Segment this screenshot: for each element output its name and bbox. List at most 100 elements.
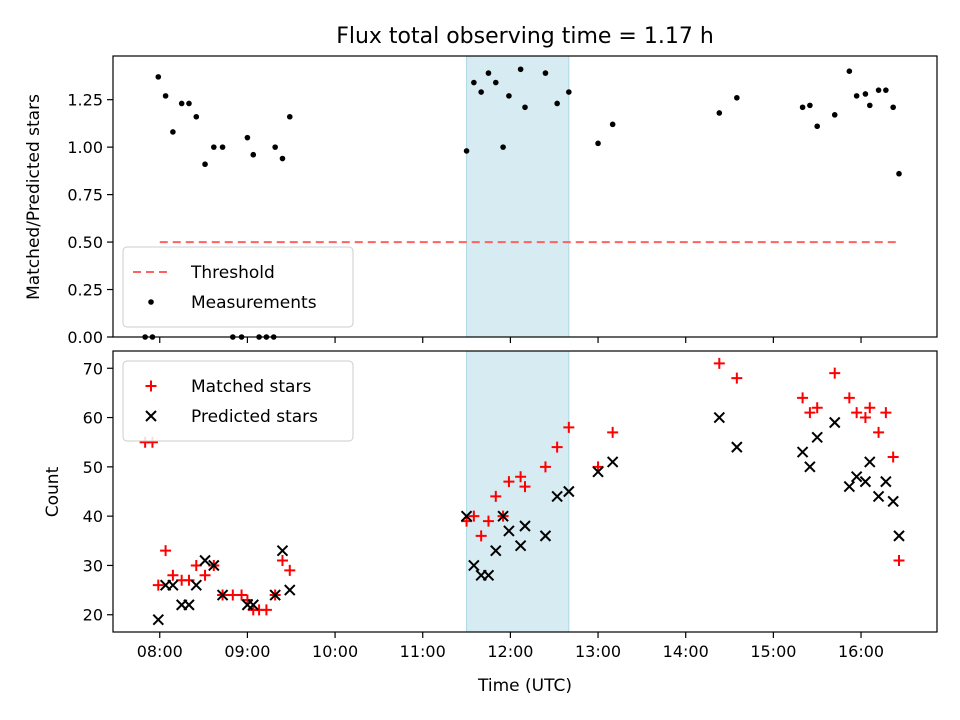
measurement-point [286,113,293,120]
top-panel: 0.00 0.25 0.50 0.75 1.00 1.25 Threshold Measure… [67,55,938,347]
axes-frame [112,350,938,633]
measurement-point [193,113,200,120]
predicted-star-point [199,554,211,567]
x-tick-label: 15:00 [750,642,796,661]
y-tick-label: 1.00 [67,138,103,157]
predicted-star-point [497,510,509,522]
matched-star-point [563,421,575,433]
matched-star-point [811,402,823,414]
y-tick-label: 20 [83,606,103,625]
matched-star-point [183,574,195,586]
observing-window-span [466,55,570,338]
measurement-point [244,134,251,141]
matched-star-point [160,545,172,557]
legend-label: Measurements [191,293,317,313]
y-tick-label: 0.25 [67,281,103,300]
predicted-star-point [551,490,563,503]
y-tick-label: 60 [83,409,103,428]
measurement-point [211,144,217,150]
measurement-point [478,89,484,95]
matched-star-point [199,569,211,581]
matched-star-point [152,579,164,591]
bottom-panel: 20 30 40 50 60 70 08:00 09:00 10:00 11:00 12:00 13:… [83,350,938,661]
measurement-point [463,148,470,154]
top-y-axis-label: Matched/Predicted stars [24,94,44,300]
measurement-point [506,93,512,99]
measurement-point [178,100,185,107]
measurement-point [875,87,882,93]
x-tick-label: 13:00 [575,642,621,661]
matched-star-point [859,412,871,424]
matched-star-point [260,604,272,616]
predicted-star-point [850,471,863,483]
measurement-point [814,123,820,130]
matched-star-point [797,392,809,404]
matched-star-point [851,407,863,419]
matched-star-point [880,407,892,419]
matched-star-point [829,367,841,379]
legend-box [122,246,354,328]
x-tick-label: 11:00 [400,642,446,661]
measurement-point [542,70,549,76]
matched-star-point [482,515,494,527]
predicted-star-point [880,475,892,488]
x-tick-label: 12:00 [487,642,533,661]
measurement-point [853,93,860,99]
measurement-point [186,100,192,107]
x-tick-label: 08:00 [137,642,183,661]
predicted-star-point [208,559,220,572]
measurement-point [866,102,873,109]
measurement-point [517,66,524,73]
predicted-star-point [519,520,531,532]
predicted-star-point [247,599,259,611]
matched-star-point [167,569,179,581]
measurement-point [734,94,740,101]
predicted-star-point [731,441,743,453]
measurement-point [566,89,572,95]
predicted-star-point [183,599,195,611]
measurement-point [522,104,528,111]
predicted-star-point [167,579,179,591]
predicted-star-point [843,480,856,493]
predicted-star-point [606,456,619,468]
measurement-point [250,151,257,158]
x-axis-label: Time (UTC) [477,676,572,696]
measurement-point [609,121,616,128]
matched-star-point [284,564,296,576]
measurement-point [862,91,869,97]
predicted-star-point [796,446,809,458]
matched-star-point [873,426,885,438]
matched-star-point [236,589,248,601]
matched-star-point [713,357,725,369]
legend-label: Threshold [190,263,275,283]
y-tick-label: 70 [83,359,103,378]
legend-measurement-swatch [148,299,154,305]
predicted-star-point [859,475,872,488]
measurement-point [471,79,477,86]
measurement-point [155,74,162,80]
x-tick-label: 09:00 [224,642,270,661]
measurement-point [202,161,208,168]
measurement-point [890,104,896,111]
x-tick-label: 16:00 [838,642,884,661]
matched-star-point [551,441,563,453]
measurement-point [846,68,853,74]
predicted-star-point [490,544,502,557]
matched-star-point [804,407,816,419]
matched-star-point [276,555,288,567]
legend-label: Predicted stars [191,407,318,427]
legend: Matched stars Predicted stars [122,360,354,442]
matched-star-point [607,426,619,438]
axes-frame [112,55,938,338]
predicted-star-point [893,530,905,542]
matched-star-point [887,451,899,463]
matched-star-point [503,476,515,488]
predicted-star-point [284,584,296,596]
predicted-star-point [539,530,552,542]
predicted-star-point [563,485,575,498]
legend-predicted-swatch [145,410,157,422]
measurement-point [716,110,723,116]
predicted-star-point [829,416,841,429]
measurement-point [807,102,813,109]
